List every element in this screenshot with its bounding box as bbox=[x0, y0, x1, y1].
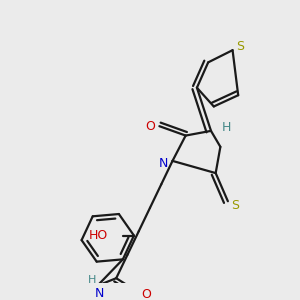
Text: N: N bbox=[94, 287, 104, 300]
Text: O: O bbox=[145, 120, 155, 133]
Text: H: H bbox=[221, 121, 231, 134]
Text: S: S bbox=[231, 200, 239, 212]
Text: HO: HO bbox=[88, 229, 108, 242]
Text: N: N bbox=[158, 157, 168, 170]
Text: S: S bbox=[236, 40, 244, 53]
Text: O: O bbox=[141, 288, 151, 300]
Text: H: H bbox=[88, 275, 96, 285]
